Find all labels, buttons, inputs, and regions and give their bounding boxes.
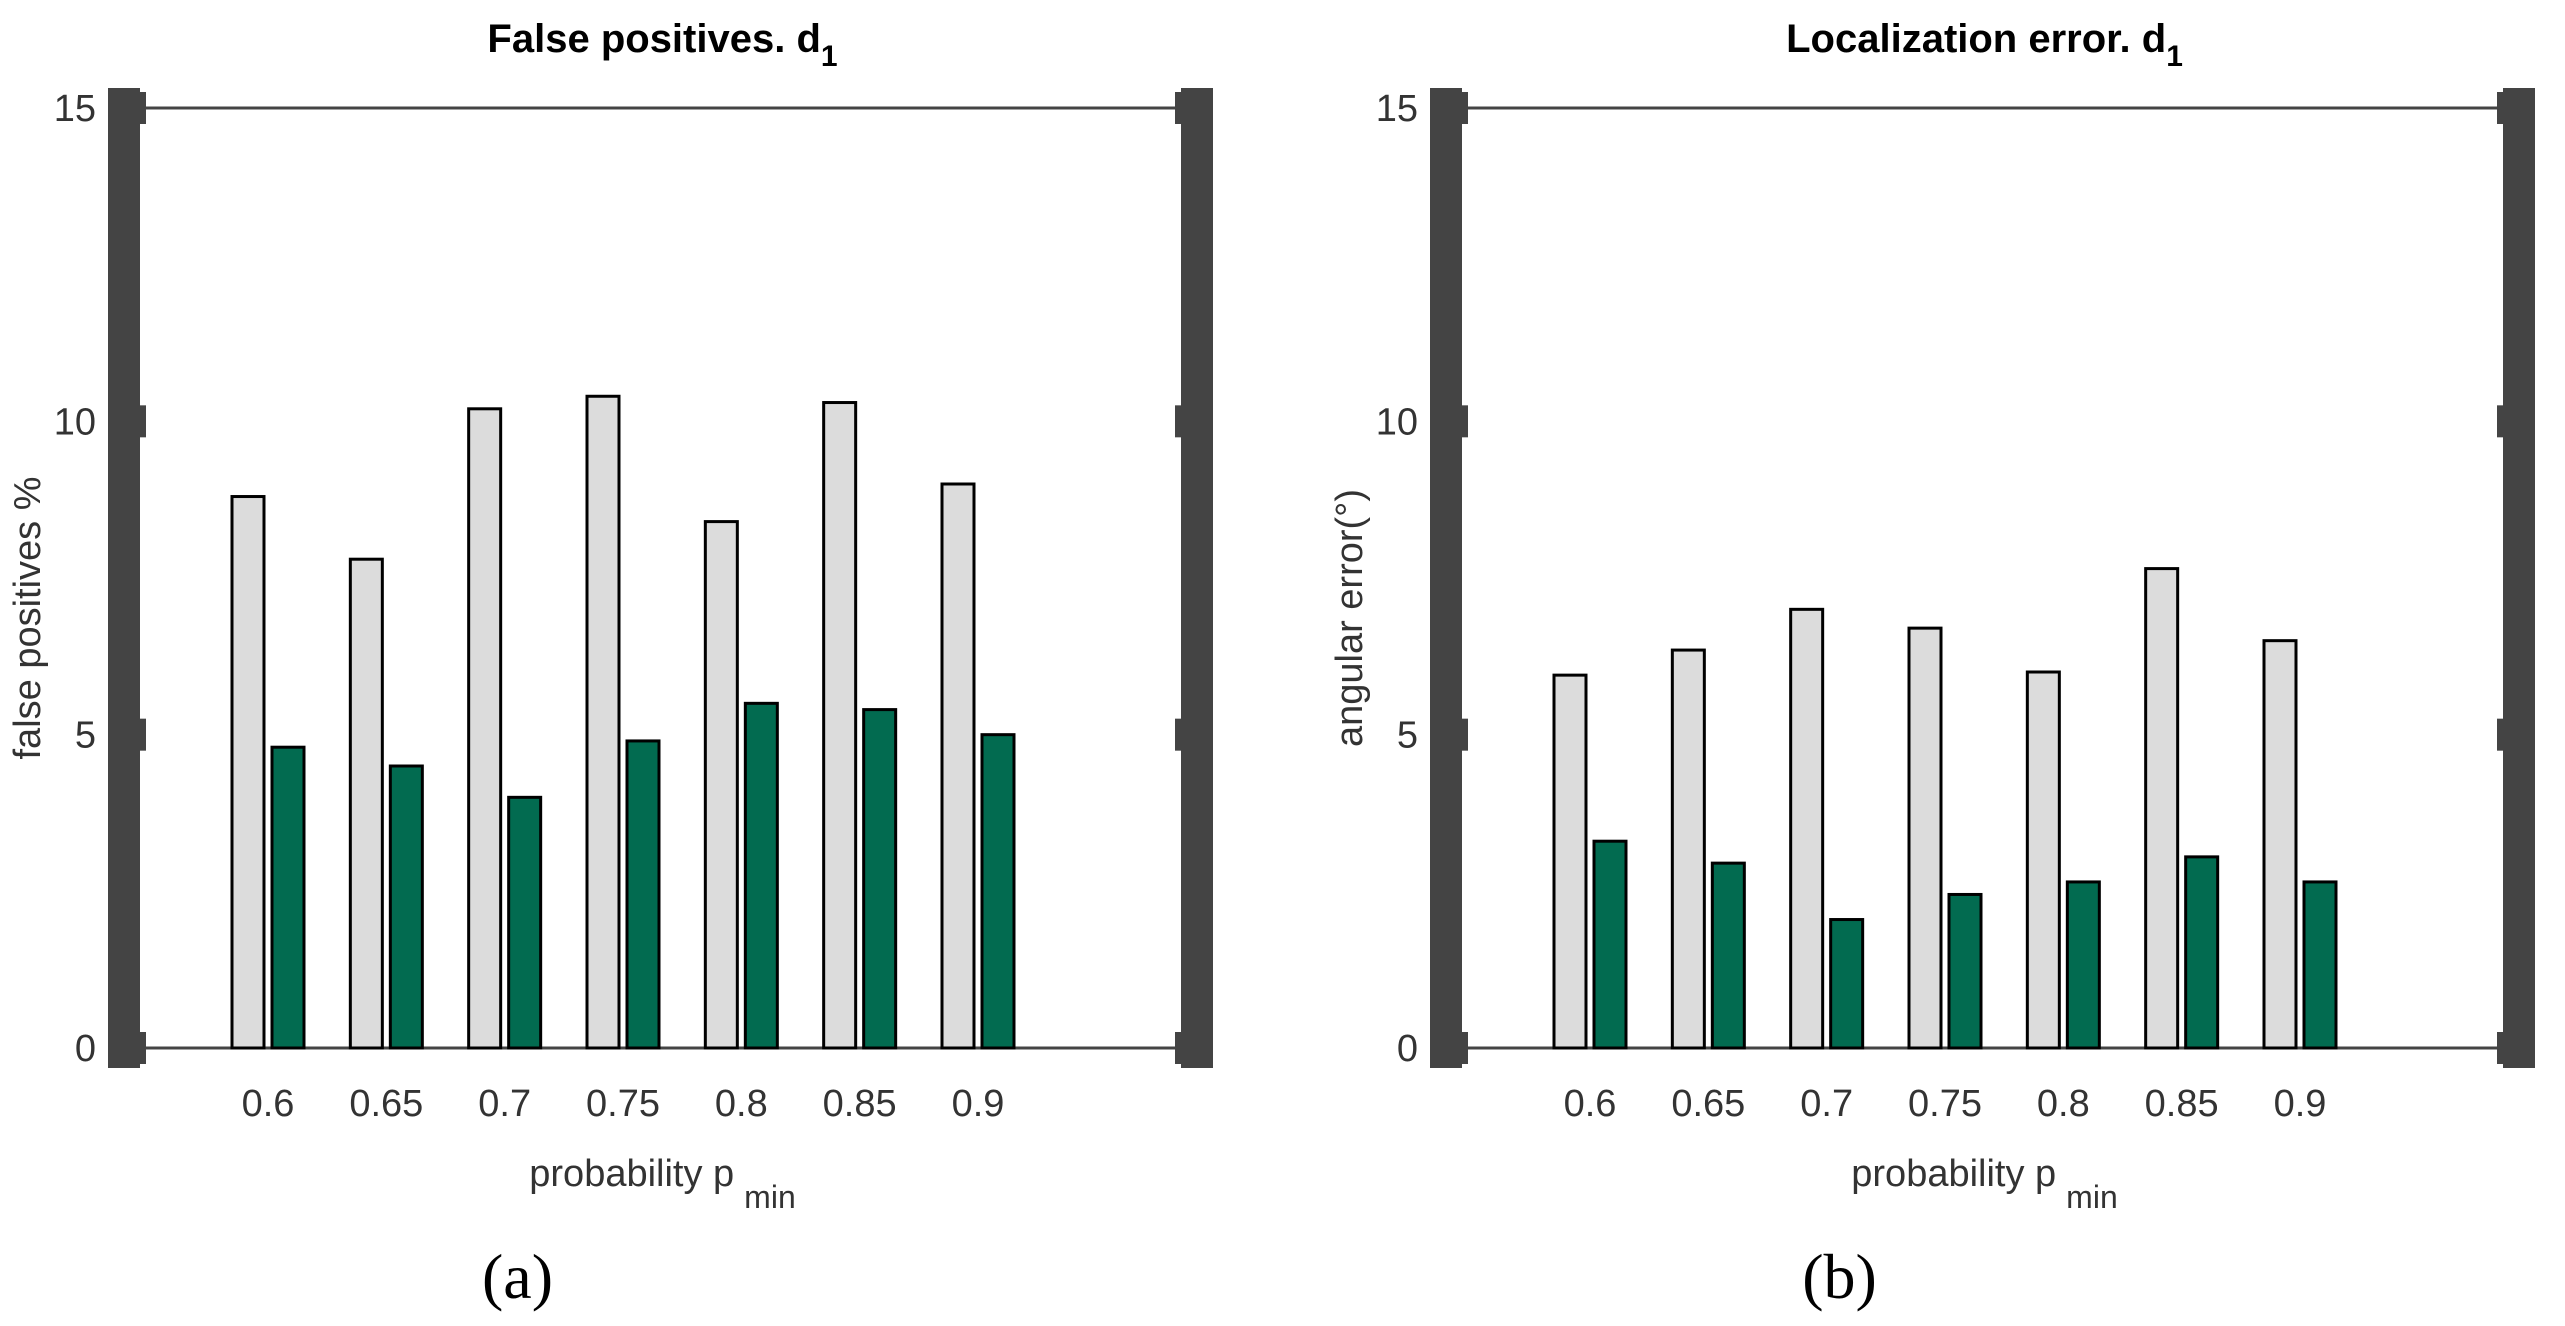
y-tick-mark-left [1458, 1032, 1468, 1064]
x-tick-label: 0.9 [2274, 1083, 2327, 1125]
bar-proposed-0.9 [980, 733, 1016, 1050]
bar-baseline-0.6 [1552, 673, 1588, 1050]
x-tick-label: 0.85 [823, 1083, 897, 1125]
panel-label: (b) [1802, 1241, 1877, 1312]
y-tick-label: 15 [54, 88, 96, 130]
bar-proposed-0.8 [743, 701, 779, 1050]
x-tick-label: 0.6 [1564, 1083, 1617, 1125]
chart-title: Localization error. d1 [1786, 17, 2183, 73]
bar-baseline-0.85 [822, 401, 858, 1050]
x-tick-label: 0.6 [242, 1083, 295, 1125]
frame-left-bar [1430, 88, 1462, 1068]
panel-label: (a) [482, 1241, 553, 1312]
x-tick-label: 0.9 [952, 1083, 1005, 1125]
y-tick-mark-right [2497, 1032, 2507, 1064]
y-tick-mark-right [2497, 405, 2507, 438]
y-tick-mark-left [1458, 405, 1468, 438]
chart-panel-b: Localization error. d1 angular error(°) … [1329, 17, 2535, 1312]
y-tick-label: 10 [1376, 401, 1418, 443]
bar-baseline-0.6 [230, 495, 266, 1050]
y-axis-label: angular error(°) [1329, 489, 1371, 747]
plot-frame [108, 88, 1213, 1068]
x-axis-label: probability pmin [529, 1153, 795, 1215]
frame-right-bar [2503, 88, 2535, 1068]
x-tick-label: 0.75 [1908, 1083, 1982, 1125]
y-tick-label: 0 [1397, 1028, 1418, 1070]
y-tick-mark-left [136, 1032, 146, 1064]
x-tick-label: 0.7 [1800, 1083, 1853, 1125]
y-tick-label: 5 [1397, 715, 1418, 757]
bar-proposed-0.9 [2302, 880, 2338, 1050]
bar-proposed-0.65 [1710, 861, 1746, 1050]
bars [1552, 567, 2338, 1050]
bar-proposed-0.75 [1947, 892, 1983, 1050]
bar-baseline-0.9 [2262, 639, 2298, 1050]
bar-baseline-0.7 [1789, 607, 1825, 1050]
bar-proposed-0.65 [388, 764, 424, 1050]
bar-proposed-0.7 [507, 795, 543, 1050]
x-tick-label: 0.65 [349, 1083, 423, 1125]
x-tick-label: 0.8 [715, 1083, 768, 1125]
bar-proposed-0.85 [2184, 855, 2220, 1050]
y-tick-mark-left [1458, 718, 1468, 751]
frame-left-bar [108, 88, 140, 1068]
y-ticks: 0 5 10 15 [54, 88, 1185, 1070]
bar-baseline-0.8 [703, 520, 739, 1050]
bar-baseline-0.7 [467, 407, 503, 1050]
y-tick-label: 15 [1376, 88, 1418, 130]
bar-proposed-0.8 [2065, 880, 2101, 1050]
y-tick-mark-left [136, 92, 146, 124]
chart-panel-a: False positives. d1 false positives % pr… [7, 17, 1213, 1312]
x-ticks: 0.6 0.65 0.7 0.75 0.8 0.85 0.9 [1564, 1083, 2327, 1125]
y-tick-mark-right [2497, 718, 2507, 751]
bar-baseline-0.65 [348, 557, 384, 1050]
y-tick-mark-right [1175, 405, 1185, 438]
y-tick-label: 0 [75, 1028, 96, 1070]
y-tick-mark-right [1175, 92, 1185, 124]
bar-baseline-0.9 [940, 482, 976, 1050]
bar-baseline-0.85 [2144, 567, 2180, 1050]
y-tick-mark-left [136, 718, 146, 751]
bar-baseline-0.8 [2025, 670, 2061, 1050]
x-tick-label: 0.8 [2037, 1083, 2090, 1125]
y-tick-mark-left [1458, 92, 1468, 124]
y-tick-mark-right [1175, 718, 1185, 751]
x-tick-label: 0.85 [2145, 1083, 2219, 1125]
x-tick-label: 0.7 [478, 1083, 531, 1125]
bar-baseline-0.75 [585, 394, 621, 1050]
bar-baseline-0.75 [1907, 626, 1943, 1050]
y-tick-label: 10 [54, 401, 96, 443]
bar-proposed-0.6 [270, 745, 306, 1050]
y-tick-label: 5 [75, 715, 96, 757]
x-axis-label: probability pmin [1851, 1153, 2117, 1215]
x-tick-label: 0.75 [586, 1083, 660, 1125]
bar-proposed-0.6 [1592, 839, 1628, 1050]
y-tick-mark-right [2497, 92, 2507, 124]
bar-proposed-0.7 [1829, 918, 1865, 1050]
y-ticks: 0 5 10 15 [1376, 88, 2507, 1070]
bars [230, 394, 1016, 1050]
bar-proposed-0.85 [862, 708, 898, 1050]
bar-proposed-0.75 [625, 739, 661, 1050]
bar-baseline-0.65 [1670, 648, 1706, 1050]
y-tick-mark-left [136, 405, 146, 438]
x-ticks: 0.6 0.65 0.7 0.75 0.8 0.85 0.9 [242, 1083, 1005, 1125]
chart-title: False positives. d1 [487, 17, 837, 73]
y-axis-label: false positives % [7, 476, 49, 759]
x-tick-label: 0.65 [1671, 1083, 1745, 1125]
frame-right-bar [1181, 88, 1213, 1068]
y-tick-mark-right [1175, 1032, 1185, 1064]
